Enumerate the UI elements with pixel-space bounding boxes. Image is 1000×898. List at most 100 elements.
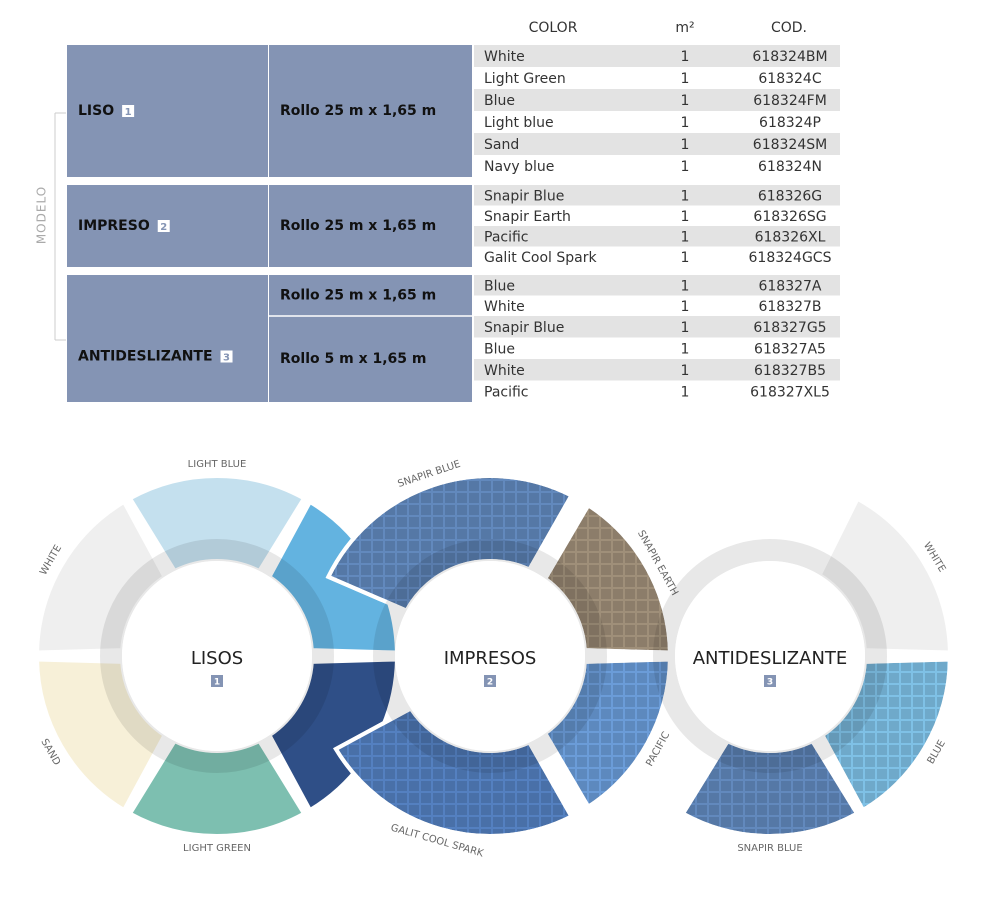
wheel-number: 1	[214, 678, 220, 688]
product-code: 618327B5	[754, 363, 826, 379]
product-code: 618326XL	[755, 229, 826, 245]
segment-label: LIGHT GREEN	[183, 843, 251, 854]
product-code: 618324BM	[752, 49, 827, 65]
size-label: Rollo 25 m x 1,65 m	[280, 103, 436, 119]
color-name: White	[484, 299, 525, 315]
model-name: LISO	[78, 103, 114, 119]
size-label: Rollo 25 m x 1,65 m	[280, 218, 436, 234]
wheel-title: ANTIDESLIZANTE	[693, 648, 848, 669]
quantity: 1	[681, 341, 690, 357]
inner-ring	[373, 539, 607, 773]
quantity: 1	[681, 137, 690, 153]
model-number: 2	[160, 222, 167, 233]
table-row	[474, 246, 840, 267]
quantity: 1	[681, 229, 690, 245]
model-number: 1	[125, 107, 132, 118]
quantity: 1	[681, 299, 690, 315]
size-cell	[269, 45, 472, 177]
wheel-center	[122, 561, 312, 751]
size-cell	[269, 316, 472, 402]
product-code: 618324P	[759, 115, 821, 131]
bracket-gap	[34, 180, 50, 250]
quantity: 1	[681, 250, 690, 266]
product-code: 618327A5	[754, 341, 826, 357]
quantity: 1	[681, 278, 690, 294]
table-row	[474, 155, 840, 177]
size-cell	[269, 185, 472, 267]
product-code: 618327A	[758, 278, 821, 294]
table-row	[474, 111, 840, 133]
number-badge	[764, 675, 776, 687]
table-row	[474, 359, 840, 381]
color-name: Blue	[484, 278, 515, 294]
segment-texture	[333, 705, 575, 838]
color-name: Blue	[484, 341, 515, 357]
color-name: Navy blue	[484, 159, 554, 175]
product-code: 618327G5	[753, 320, 826, 336]
table-row	[474, 45, 840, 67]
quantity: 1	[681, 115, 690, 131]
color-name: Galit Cool Spark	[484, 250, 598, 266]
color-name: Pacific	[484, 229, 529, 245]
size-cell	[269, 275, 472, 316]
number-badge	[220, 350, 233, 363]
quantity: 1	[681, 159, 690, 175]
quantity: 1	[681, 49, 690, 65]
quantity: 1	[681, 384, 690, 400]
table-row	[474, 185, 840, 206]
quantity: 1	[681, 363, 690, 379]
table-row	[474, 67, 840, 89]
model-name: IMPRESO	[78, 218, 150, 234]
color-name: White	[484, 49, 525, 65]
product-code: 618324FM	[753, 93, 827, 109]
table-row	[474, 295, 840, 316]
color-name: Blue	[484, 93, 515, 109]
number-badge	[157, 220, 170, 232]
quantity: 1	[681, 71, 690, 87]
model-name: ANTIDESLIZANTE	[78, 349, 213, 365]
product-code: 618326G	[758, 188, 822, 204]
model-cell	[67, 45, 268, 177]
color-name: Sand	[484, 137, 519, 153]
table-row	[474, 316, 840, 338]
color-name: Pacific	[484, 384, 529, 400]
color-name: Snapir Earth	[484, 209, 571, 225]
quantity: 1	[681, 209, 690, 225]
product-code: 618324GCS	[749, 250, 832, 266]
product-code: 618324C	[758, 71, 821, 87]
wheel-center	[675, 561, 865, 751]
product-code: 618327B	[758, 299, 821, 315]
number-badge	[484, 675, 496, 687]
table-row	[474, 133, 840, 155]
column-header: COD.	[771, 20, 807, 36]
segment-label: SNAPIR BLUE	[737, 843, 802, 854]
side-label: MODELO	[35, 186, 49, 244]
table-row	[474, 275, 840, 296]
color-name: Light Green	[484, 71, 566, 87]
table-row	[474, 337, 840, 359]
table-row	[474, 380, 840, 402]
column-header: COLOR	[529, 20, 578, 36]
product-code: 618326SG	[753, 209, 826, 225]
size-label: Rollo 25 m x 1,65 m	[280, 288, 436, 304]
product-code: 618324SM	[753, 137, 827, 153]
table-row	[474, 205, 840, 226]
size-label: Rollo 5 m x 1,65 m	[280, 351, 426, 367]
inner-ring	[653, 539, 887, 773]
wheel-number: 2	[487, 678, 493, 688]
wheel-number: 3	[767, 678, 773, 688]
product-code: 618327XL5	[750, 384, 830, 400]
segment-label: LIGHT BLUE	[188, 459, 247, 470]
number-badge	[122, 105, 135, 117]
color-name: White	[484, 363, 525, 379]
number-badge	[211, 675, 223, 687]
column-header: m²	[675, 20, 694, 36]
model-cell	[67, 275, 268, 402]
wheel-center	[395, 561, 585, 751]
wheel-title: IMPRESOS	[444, 648, 537, 669]
color-name: Snapir Blue	[484, 320, 564, 336]
table-row	[474, 226, 840, 247]
quantity: 1	[681, 93, 690, 109]
wheel-title: LISOS	[191, 648, 243, 669]
